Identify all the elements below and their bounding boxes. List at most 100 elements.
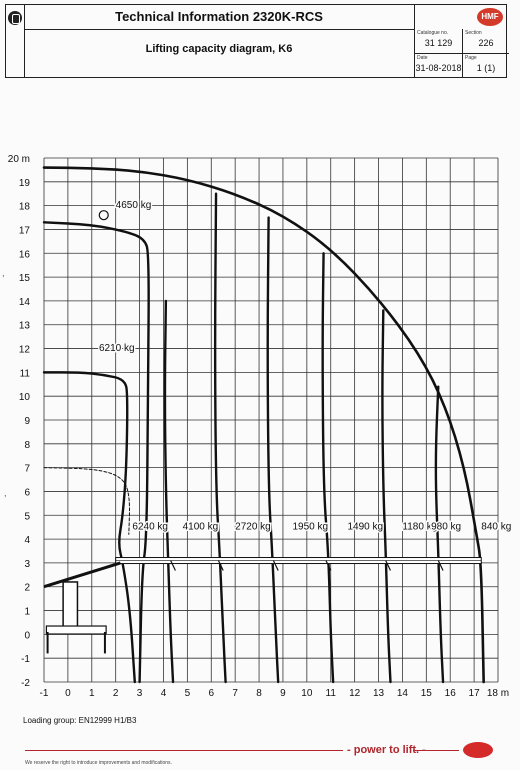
y-tick-label: 19	[19, 178, 31, 189]
capacity-line	[321, 252, 335, 684]
y-tick-label: -1	[21, 654, 30, 665]
header-left-strip	[6, 5, 25, 77]
loading-group-text: Loading group: EN12999 H1/B3	[23, 716, 137, 725]
date-value: 31-08-2018	[415, 63, 462, 73]
capacity-label: 980 kg	[431, 522, 461, 533]
y-tick-label: 17	[19, 225, 31, 236]
margin-mark: ,	[2, 268, 5, 278]
hook-hanger	[170, 560, 176, 571]
capacity-line	[434, 385, 445, 684]
crane-inner-boom	[43, 561, 121, 589]
catalogue-cell: Catalogue no. 31 129	[415, 29, 462, 53]
capacity-label: 6240 kg	[132, 522, 168, 533]
hook-hanger	[217, 560, 224, 571]
date-label: Date	[417, 55, 428, 61]
crane-outline-curve	[43, 467, 131, 535]
x-tick-label: 14	[397, 688, 409, 699]
x-tick-label: 17	[469, 688, 481, 699]
magnifier-icon	[98, 210, 109, 221]
footer-rule-right	[413, 750, 459, 751]
capacity-label: 6210 kg	[99, 343, 135, 354]
document-subtitle: Lifting capacity diagram, K6	[145, 43, 293, 55]
y-tick-label: 18	[19, 202, 31, 213]
hook-hanger	[385, 560, 392, 571]
x-tick-label: 11	[326, 688, 337, 699]
capacity-line	[266, 216, 280, 684]
x-tick-label: 18 m	[487, 688, 509, 699]
x-tick-label: 2	[113, 688, 119, 699]
footer-rule	[25, 750, 343, 751]
y-tick-label: 7	[24, 464, 30, 475]
x-tick-label: 0	[65, 688, 71, 699]
y-tick-label: 11	[20, 368, 31, 379]
hook-hanger	[437, 560, 444, 571]
y-tick-label: 14	[19, 297, 31, 308]
page-label: Page	[465, 55, 477, 61]
capacity-label: 2720 kg	[235, 522, 271, 533]
y-tick-label: 3	[24, 559, 30, 570]
capacity-curve-6210	[42, 371, 136, 684]
y-tick-label: 10	[19, 392, 31, 403]
x-tick-label: -1	[40, 688, 49, 699]
y-tick-label: 1	[24, 607, 30, 618]
section-cell: Section 226	[462, 29, 509, 53]
page-value: 1 (1)	[476, 63, 496, 73]
capacity-label: 1490 kg	[347, 522, 383, 533]
y-tick-label: 4	[24, 535, 30, 546]
y-tick-label: 15	[19, 273, 31, 284]
x-tick-label: 16	[445, 688, 457, 699]
capacity-label: 4650 kg	[116, 200, 152, 211]
margin-mark: ,	[4, 488, 7, 498]
y-tick-label: 20 m	[8, 154, 30, 165]
x-tick-label: 4	[161, 688, 167, 699]
x-tick-label: 5	[185, 688, 191, 699]
section-label: Section	[465, 30, 482, 36]
hmf-logo: HMF	[477, 8, 503, 26]
y-tick-label: 5	[24, 511, 30, 522]
header-info-block: HMF Catalogue no. 31 129 Section 226 Dat…	[414, 5, 509, 78]
x-tick-label: 12	[349, 688, 361, 699]
crane-base	[45, 625, 107, 635]
y-tick-label: 2	[24, 583, 30, 594]
x-tick-label: 3	[137, 688, 143, 699]
section-value: 226	[478, 38, 494, 48]
page-cell: Page 1 (1)	[462, 53, 509, 78]
brand-dot	[463, 742, 493, 758]
capacity-line	[213, 192, 227, 684]
x-tick-label: 7	[232, 688, 238, 699]
y-tick-label: -2	[21, 678, 30, 689]
reservation-text: We reserve the right to introduce improv…	[25, 760, 172, 766]
document-title: Technical Information 2320K-RCS	[24, 5, 414, 30]
capacity-curve-4650	[42, 221, 150, 684]
x-tick-label: 10	[301, 688, 313, 699]
document-header: Technical Information 2320K-RCS Lifting …	[5, 4, 509, 78]
lifting-capacity-chart: -1 0 1 2 3 4 5 6 7 8 9 10 11 12 13 14 15 16 17 18 m-2-10123…	[8, 154, 513, 699]
outer-envelope-curve	[42, 166, 485, 684]
capacity-line	[381, 309, 392, 684]
x-tick-label: 6	[208, 688, 214, 699]
x-tick-label: 8	[256, 688, 262, 699]
capacity-label: 1180 kg	[402, 522, 437, 533]
binder-hole-icon	[8, 11, 22, 25]
catalogue-value: 31 129	[424, 38, 453, 48]
capacity-label: 1950 kg	[293, 522, 329, 533]
capacity-label: 4100 kg	[183, 522, 219, 533]
y-tick-label: 16	[19, 249, 31, 260]
x-tick-label: 13	[373, 688, 385, 699]
date-cell: Date 31-08-2018	[415, 53, 462, 78]
y-tick-label: 6	[24, 487, 30, 498]
hook-hanger	[325, 560, 332, 571]
y-tick-label: 0	[24, 630, 30, 641]
y-tick-label: 13	[19, 321, 31, 332]
capacity-label: 840 kg	[481, 522, 511, 533]
crane-column	[62, 581, 79, 628]
x-tick-label: 15	[421, 688, 433, 699]
capacity-line	[163, 299, 175, 684]
slogan-text: - power to lift. -	[347, 744, 426, 756]
x-tick-label: 9	[280, 688, 286, 699]
y-tick-label: 9	[24, 416, 30, 427]
hook-hanger	[272, 560, 279, 571]
y-tick-label: 12	[19, 345, 31, 356]
y-tick-label: 8	[24, 440, 30, 451]
catalogue-label: Catalogue no.	[417, 30, 449, 36]
